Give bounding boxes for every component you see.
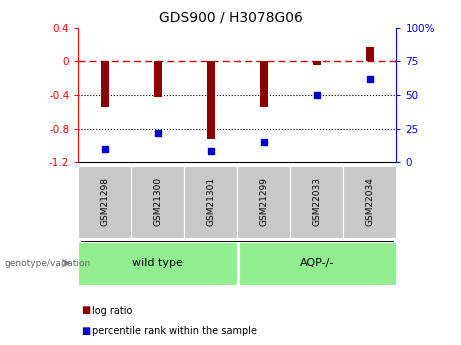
Text: log ratio: log ratio (92, 306, 133, 315)
Text: GSM21299: GSM21299 (260, 177, 268, 226)
Bar (207, 61, 215, 139)
Bar (366, 47, 374, 61)
Text: ■: ■ (81, 306, 90, 315)
Text: GSM21300: GSM21300 (154, 177, 162, 226)
Bar (260, 61, 268, 108)
Bar (101, 61, 109, 108)
Bar (154, 61, 162, 97)
Text: AQP-/-: AQP-/- (300, 258, 334, 268)
Text: GSM22034: GSM22034 (366, 177, 374, 226)
Text: GSM21298: GSM21298 (100, 177, 109, 226)
Text: GDS900 / H3078G06: GDS900 / H3078G06 (159, 10, 302, 24)
Text: percentile rank within the sample: percentile rank within the sample (92, 326, 257, 336)
Text: ■: ■ (81, 326, 90, 336)
Bar (313, 61, 321, 66)
Text: GSM22033: GSM22033 (313, 177, 321, 226)
Text: genotype/variation: genotype/variation (5, 258, 91, 268)
Text: wild type: wild type (132, 258, 183, 268)
Text: GSM21301: GSM21301 (207, 177, 215, 226)
